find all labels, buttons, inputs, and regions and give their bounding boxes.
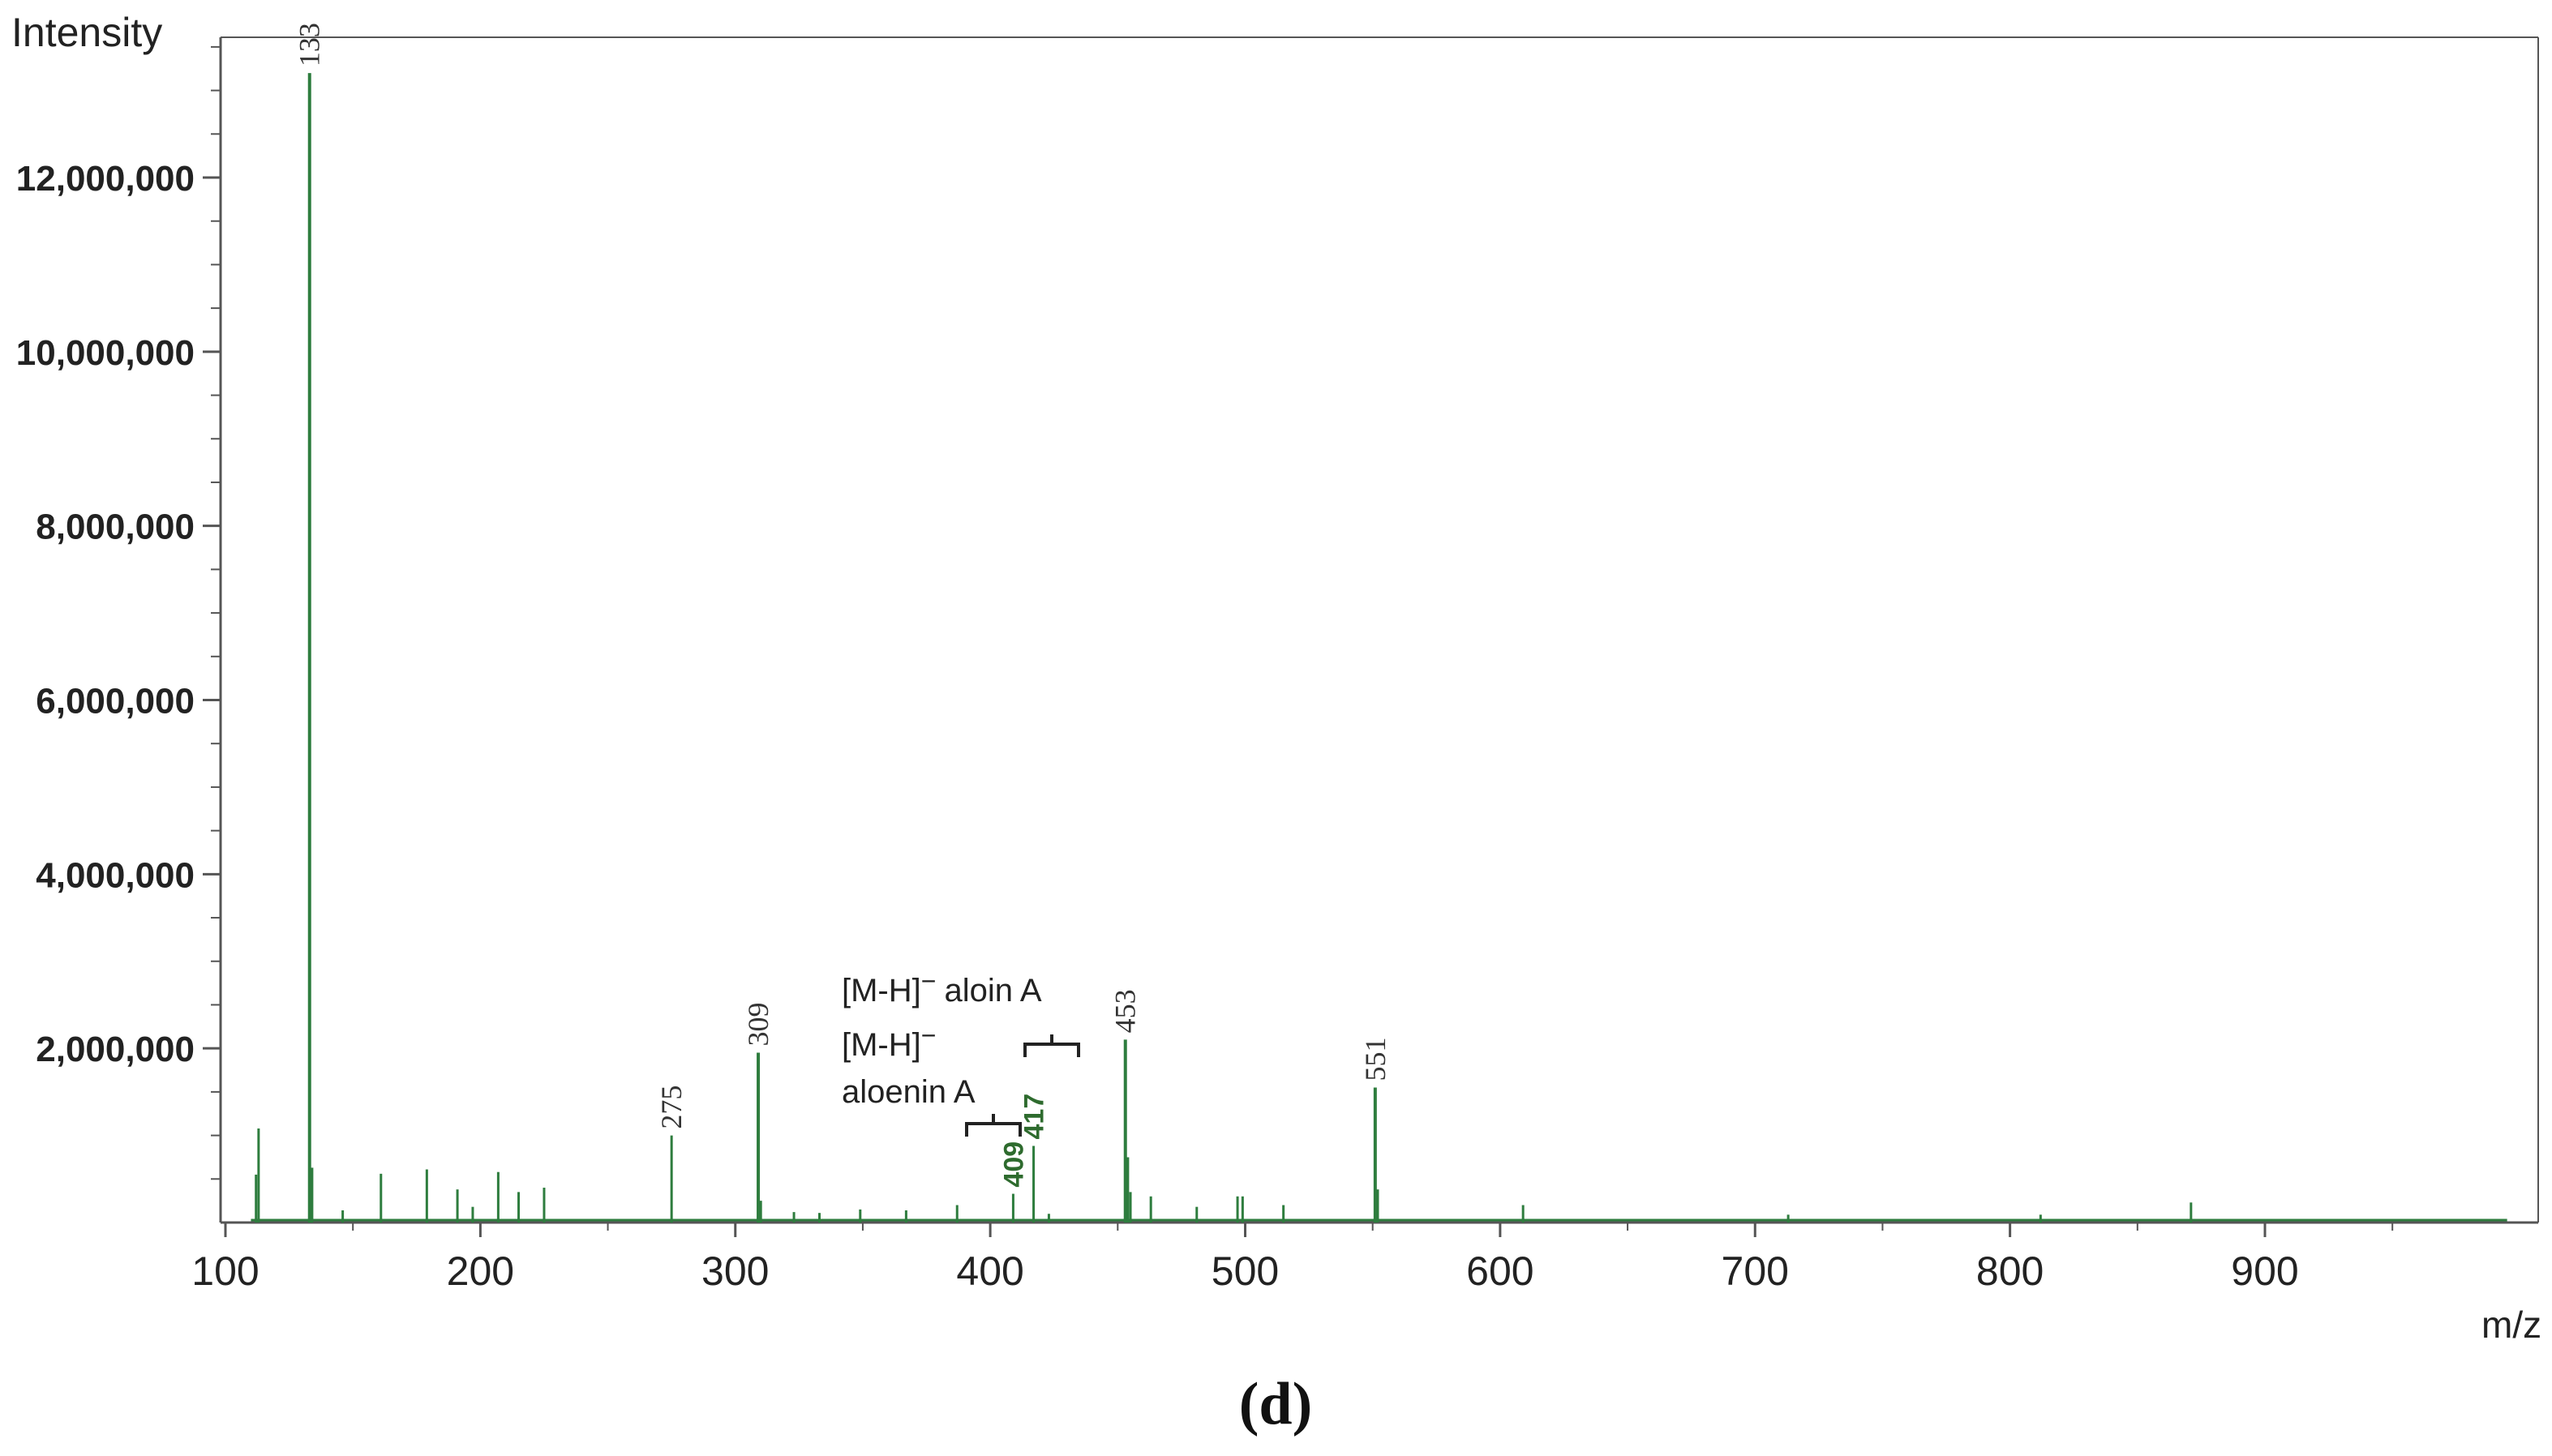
peak-label: 453 bbox=[1109, 989, 1142, 1033]
aloenin-ion-label: [M-H] bbox=[842, 1027, 921, 1063]
svg-text:[M-H]−aloin A: [M-H]− aloin A bbox=[842, 966, 1042, 1008]
x-tick-label: 100 bbox=[191, 1248, 259, 1294]
y-major-ticks: 2,000,000 4,000,000 6,000,000 8,000,000 10,0… bbox=[16, 159, 221, 1069]
aloin-name: aloin A bbox=[944, 973, 1041, 1008]
x-axis-title: m/z bbox=[2481, 1304, 2541, 1346]
x-ticks: 100 200 300 400 500 600 700 800 900 bbox=[191, 1223, 2394, 1294]
peak-label: 417 bbox=[1019, 1094, 1050, 1140]
x-tick-label: 800 bbox=[1976, 1248, 2044, 1294]
x-tick-label: 600 bbox=[1466, 1248, 1533, 1294]
peak-label: 309 bbox=[742, 1003, 774, 1047]
aloin-annotation: [M-H]− aloin A bbox=[842, 966, 1080, 1057]
peak-label: 551 bbox=[1359, 1038, 1392, 1081]
aloenin-annotation: [M-H]− aloenin A bbox=[842, 1021, 1022, 1137]
aloenin-bracket bbox=[965, 1114, 1022, 1137]
peak-label: 409 bbox=[998, 1141, 1029, 1188]
y-tick-label: 12,000,000 bbox=[16, 159, 195, 199]
y-tick-label: 4,000,000 bbox=[36, 855, 195, 895]
aloin-ion-label: [M-H] bbox=[842, 973, 921, 1008]
x-tick-label: 300 bbox=[701, 1248, 769, 1294]
aloenin-name: aloenin A bbox=[842, 1074, 976, 1110]
svg-text:[M-H]−: [M-H]− bbox=[842, 1021, 936, 1063]
aloin-charge-sign: − bbox=[921, 966, 937, 996]
y-tick-label: 8,000,000 bbox=[36, 507, 195, 547]
spectrum-peaks bbox=[255, 73, 2193, 1223]
y-tick-label: 2,000,000 bbox=[36, 1030, 195, 1069]
peak-label: 133 bbox=[294, 23, 326, 66]
panel-label: (d) bbox=[1239, 1371, 1312, 1437]
x-tick-label: 700 bbox=[1722, 1248, 1789, 1294]
aloin-bracket bbox=[1023, 1034, 1080, 1057]
y-tick-label: 10,000,000 bbox=[16, 333, 195, 373]
x-tick-label: 400 bbox=[956, 1248, 1023, 1294]
y-tick-label: 6,000,000 bbox=[36, 682, 195, 722]
x-tick-label: 200 bbox=[447, 1248, 514, 1294]
aloenin-charge-sign: − bbox=[921, 1021, 937, 1050]
y-axis-title: Intensity bbox=[11, 10, 162, 55]
y-minor-ticks bbox=[211, 45, 221, 1180]
x-tick-label: 500 bbox=[1212, 1248, 1279, 1294]
x-tick-label: 900 bbox=[2231, 1248, 2298, 1294]
peak-label: 275 bbox=[655, 1086, 688, 1129]
